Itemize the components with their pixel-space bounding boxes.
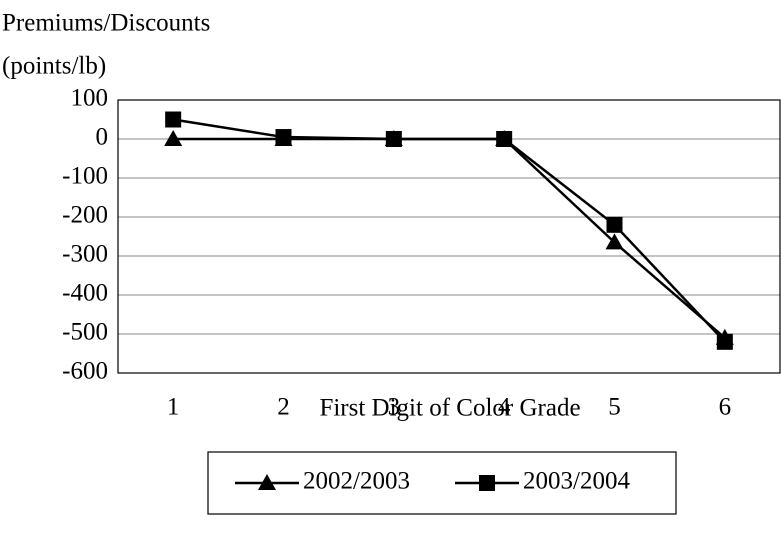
- series-line: [172, 118, 726, 343]
- series-line: [173, 137, 726, 339]
- x-tick-label: 1: [167, 394, 180, 421]
- x-tick-label: 4: [498, 394, 511, 421]
- data-point: [716, 333, 733, 350]
- y-tick-label: -200: [62, 202, 108, 229]
- y-axis-label: (points/lb): [2, 53, 106, 80]
- x-tick-label: 2: [277, 394, 290, 421]
- y-axis-label: Premiums/Discounts: [2, 10, 210, 37]
- x-tick-label: 6: [719, 394, 732, 421]
- y-tick-label: -500: [62, 319, 108, 346]
- plot-border: [117, 99, 781, 374]
- data-point: [606, 216, 623, 233]
- y-tick-label: -100: [62, 163, 108, 190]
- legend-label: 2002/2003: [303, 468, 410, 495]
- data-point: [165, 111, 182, 128]
- legend-marker: [258, 474, 276, 490]
- data-point: [385, 131, 402, 147]
- y-tick-label: 100: [71, 85, 109, 112]
- y-tick-label: 0: [96, 124, 109, 151]
- y-tick-label: -400: [62, 280, 108, 307]
- y-tick-label: -600: [62, 358, 108, 385]
- data-point: [496, 131, 513, 147]
- data-point: [164, 130, 183, 146]
- x-axis-label: First Digit of Color Grade: [319, 395, 580, 422]
- legend-marker: [479, 475, 495, 491]
- x-tick-label: 5: [608, 394, 621, 421]
- data-point: [275, 129, 292, 146]
- legend-label: 2003/2004: [523, 468, 630, 495]
- data-point: [605, 233, 624, 250]
- x-tick-label: 3: [388, 394, 401, 421]
- y-tick-label: -300: [62, 241, 108, 268]
- legend-box: [207, 451, 677, 515]
